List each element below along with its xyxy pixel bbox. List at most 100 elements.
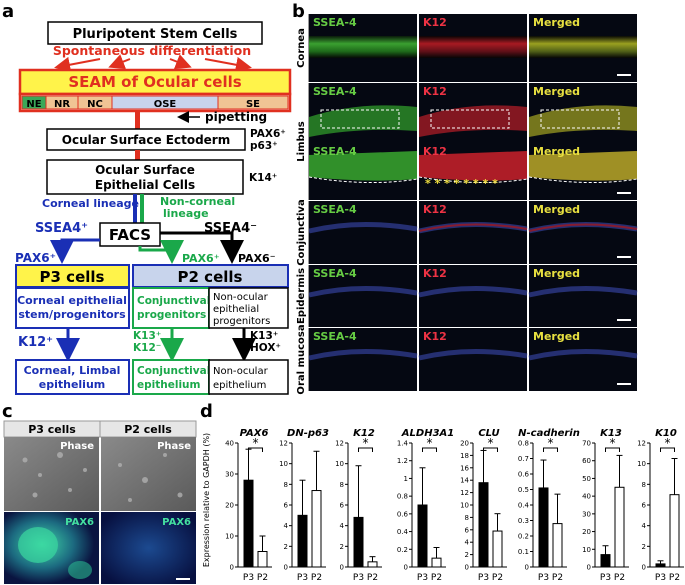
micrograph-r4-c0 — [309, 265, 417, 327]
sig-bracket — [605, 447, 620, 452]
tick-label: 0.7 — [518, 455, 529, 463]
conj-prog-2: progenitors — [137, 309, 206, 321]
sig-mark: * — [488, 436, 494, 450]
phase-image-p2 — [101, 437, 196, 511]
tick-label: 12 — [460, 489, 469, 497]
osep-box — [46, 159, 244, 195]
tick-label: 12 — [279, 440, 288, 448]
tick-label: 12 — [335, 440, 344, 448]
ose-marker-p63: p63⁺ — [250, 140, 278, 152]
phase-label-p3: Phase — [60, 441, 94, 452]
tick-label: 0.3 — [518, 517, 529, 525]
k13-k12-2: K12⁻ — [133, 342, 161, 354]
bar-p3 — [353, 516, 364, 568]
pipetting-label: pipetting — [205, 110, 267, 124]
d-ylabel: Expression relative to GAPDH (%) — [202, 433, 211, 567]
panel-d: d Expression relative to GAPDH (%) PAX6 0… — [200, 401, 684, 583]
chart-title: K10 — [655, 428, 677, 439]
zone-nr-label: NR — [54, 99, 70, 110]
bar-p3 — [538, 487, 549, 568]
x-label: P2 — [552, 573, 563, 583]
panel-b: b SSEA-4 K12 Merged SSEA-4 K12 Merged SSEA-4 K1… — [292, 1, 684, 395]
chart-title: DN-p63 — [287, 428, 329, 439]
zone-ose-label: OSE — [154, 99, 177, 110]
pluripotent-label: Pluripotent Stem Cells — [73, 27, 238, 42]
micrograph-r3-c1 — [419, 201, 527, 264]
panel-c: c P3 cells P2 cells Phase Phase PAX6 PAX… — [2, 401, 197, 584]
tick-label: 6 — [284, 502, 289, 510]
seam-box — [18, 68, 292, 96]
pax6-neg: PAX6⁻ — [238, 252, 276, 265]
row-label-0: Cornea — [296, 28, 307, 68]
micrograph-r4-c1 — [419, 265, 527, 327]
zone-se — [217, 95, 289, 110]
seam-label: SEAM of Ocular cells — [68, 73, 241, 91]
tick-label: 0 — [340, 564, 344, 572]
bar-p2 — [431, 557, 442, 568]
scale-bar-c — [176, 578, 190, 580]
tick-label: 6 — [465, 526, 470, 534]
conj-prog-box — [132, 287, 210, 329]
tick-label: 18 — [460, 452, 469, 460]
corneal-limbal-2: epithelium — [39, 378, 106, 391]
micrograph-label-r3-c2: Merged — [533, 203, 580, 216]
sig-bracket — [483, 447, 498, 452]
tick-label: 4 — [465, 539, 470, 547]
zone-ne-label: NE — [26, 99, 41, 110]
chart-title: CLU — [478, 428, 499, 439]
tick-label: 0.6 — [397, 510, 409, 518]
tick-label: 0.2 — [397, 546, 408, 554]
micrograph-label-r1-c1: K12 — [423, 85, 447, 98]
sig-bracket — [660, 447, 675, 452]
chart-k10: K10 0 2 4 6 8 10 12 P3 P2 * — [637, 428, 684, 583]
x-label: P2 — [614, 573, 625, 583]
bar-p2 — [311, 490, 322, 568]
tick-label: 0.5 — [518, 486, 529, 494]
sig-bracket — [422, 447, 437, 452]
ose-box — [46, 128, 246, 151]
chart-aldh3a1: ALDH3A1 0 0.2 0.4 0.6 0.8 1 1.2 1.4 P3 P2 * — [397, 428, 454, 583]
tick-label: 10 — [225, 533, 234, 541]
chart-dn-p63: DN-p63 0 2 4 6 8 10 12 P3 P2 — [279, 428, 329, 583]
limbus-asterisks: * * * * * * * * — [425, 177, 498, 190]
x-label: P3 — [655, 573, 666, 583]
panel-label-b: b — [292, 1, 305, 22]
spontaneous-diff-label: Spontaneous differentiation — [53, 43, 251, 58]
p3-sub-2: stem/progenitors — [18, 308, 126, 321]
bar-p3 — [600, 554, 611, 568]
tick-label: 1.2 — [397, 457, 408, 465]
tick-label: 2 — [340, 543, 344, 551]
tick-label: 0.8 — [518, 440, 529, 448]
chart-title: N-cadherin — [518, 428, 580, 439]
x-label: P3 — [297, 573, 308, 583]
bar-p2 — [669, 494, 680, 568]
tick-label: 4 — [284, 522, 289, 530]
pluripotent-box — [47, 21, 263, 45]
micrograph-r3-c2 — [529, 201, 637, 264]
tick-label: 0 — [465, 564, 469, 572]
noncorneal-line1: Non-corneal — [160, 195, 235, 208]
panel-label-a: a — [2, 1, 14, 22]
tick-label: 0 — [525, 564, 529, 572]
tick-label: 0.8 — [397, 493, 408, 501]
x-label: P3 — [417, 573, 428, 583]
bar-p2 — [492, 530, 503, 568]
tick-label: 10 — [279, 460, 288, 468]
tick-label: 0.2 — [518, 533, 529, 541]
tick-label: 8 — [284, 481, 288, 489]
chart-title: K12 — [353, 428, 375, 439]
tick-label: 6 — [340, 502, 345, 510]
ssea4-pos-label: SSEA4⁺ — [35, 221, 88, 236]
phase-image-p3 — [4, 437, 99, 511]
x-label: P2 — [431, 573, 442, 583]
x-label: P2 — [257, 573, 268, 583]
tick-label: 10 — [335, 460, 344, 468]
panel-label-d: d — [200, 401, 213, 422]
micrograph-label-r5-c2: Merged — [533, 330, 580, 343]
micrograph-label-r3-c0: SSEA-4 — [313, 203, 357, 216]
nonocular-prog-2: epithelial — [213, 304, 259, 315]
x-label: P2 — [311, 573, 322, 583]
micrograph-r3-c0 — [309, 201, 417, 264]
osep-label-1: Ocular Surface — [95, 163, 195, 177]
tick-label: 60 — [582, 457, 591, 465]
